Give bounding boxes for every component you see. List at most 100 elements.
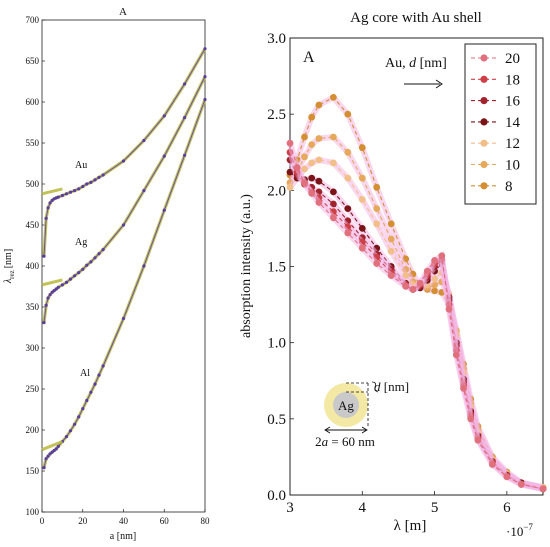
right-point [293,164,301,171]
inset-diameter-post: = 60 nm [328,434,375,449]
left-xtick-label: 40 [119,516,129,526]
right-point [315,135,323,142]
left-ylabel-main: λ [3,278,14,284]
left-point-Al [142,264,146,268]
legend-box [464,43,537,205]
left-ytick-label: 650 [26,56,40,66]
right-panel-label: A [303,49,315,66]
right-point [308,113,316,121]
right-xtick-label: 5 [431,500,439,516]
legend-marker [480,97,488,105]
right-point [503,473,511,481]
right-point [373,220,381,228]
left-point-Ag [89,260,93,264]
right-point [373,183,381,191]
right-point [539,485,547,493]
right-series-layer [286,93,547,493]
right-point [358,144,366,152]
right-point [344,229,352,237]
left-point-Au [42,254,46,258]
right-point [373,260,381,267]
left-point-Ag [121,223,126,227]
left-point-Ag [48,293,52,297]
right-point [330,188,337,196]
left-series-label-Ag: Ag [75,237,87,248]
left-point-Al [42,466,46,470]
left-point-Au [64,192,69,196]
left-point-Ag [162,154,166,158]
left-point-Ag [44,303,48,307]
right-ytick-label: 1.5 [267,260,286,276]
right-y-ticks: 0.0 0.5 1.0 1.5 2.0 2.5 3.0 [267,31,294,504]
left-ytick-label: 100 [26,507,40,517]
right-point [474,436,482,444]
right-point [301,133,308,141]
inset-diameter-var: a [322,434,329,449]
left-ytick-label: 150 [26,466,40,476]
right-ytick-label: 0.5 [267,412,286,428]
left-point-Au [60,193,64,198]
right-point [330,214,337,222]
x-exponent-base: ·10 [506,524,523,539]
left-point-Al [68,429,73,433]
right-ytick-label: 3.0 [267,31,286,47]
right-point [452,351,460,359]
right-point [387,247,395,255]
inset-diameter-pre: 2 [315,434,322,449]
inset-diagram: Ag d [nm] 2a = 60 nm [315,379,409,449]
left-point-Al [121,316,126,321]
legend-label: 16 [505,94,521,110]
left-xlabel: a [nm] [110,531,136,542]
left-point-Ag [73,274,77,278]
right-chart: Ag core with Au shell 0.0 0.5 1.0 1.5 2.0 2.5… [239,10,547,539]
right-ytick-label: 0.0 [267,488,286,504]
left-point-Al [81,407,85,411]
legend-marker [480,139,488,147]
legend-title-unit: [nm] [416,56,447,71]
right-point [460,385,467,392]
inset-shell-var: d [374,379,381,394]
left-model-lead [41,440,63,452]
left-ytick-label: 200 [26,425,40,435]
left-point-Ag [64,280,69,284]
left-point-Au [73,189,77,193]
right-point [308,141,316,149]
legend-entry-18: 18 [471,72,520,88]
left-point-Au [77,187,81,191]
inset-diameter-label: 2a = 60 nm [315,434,375,449]
x-exponent: ·10−7 [506,522,533,539]
right-chart-title: Ag core with Au shell [350,10,482,26]
legend-title-prefix: Au, [385,56,409,71]
left-point-Al [85,398,89,403]
right-point [358,244,366,252]
left-model-lead [41,278,63,287]
legend-entries: 20 18 16 14 12 10 8 [471,51,521,195]
legend-label: 12 [505,136,520,152]
left-ytick-label: 450 [26,220,40,230]
left-point-Al [89,390,93,394]
left-point-Al [46,454,50,458]
shell-brace-icon [371,381,379,393]
legend-arrow-icon [404,79,443,89]
left-ylabel: λrez [nm] [3,249,16,284]
left-point-Ag [42,321,46,325]
left-point-Au [183,82,187,86]
right-point [402,282,410,290]
right-point [344,174,352,182]
right-ytick-label: 1.0 [267,336,286,352]
left-point-Au [68,190,73,194]
right-xtick-label: 3 [286,500,294,516]
right-series-20 [286,139,547,493]
left-point-Au [81,184,85,189]
left-point-Ag [203,75,207,79]
left-model-lead [41,187,63,196]
left-point-Au [93,178,97,182]
legend-marker [480,54,488,62]
left-point-Al [183,153,187,157]
left-point-Ag [77,271,81,275]
legend-label: 14 [505,115,521,131]
right-point [315,101,323,109]
left-x-ticks: 0 20 40 60 80 [40,509,210,526]
left-point-Ag [85,263,89,267]
right-point [315,199,323,206]
